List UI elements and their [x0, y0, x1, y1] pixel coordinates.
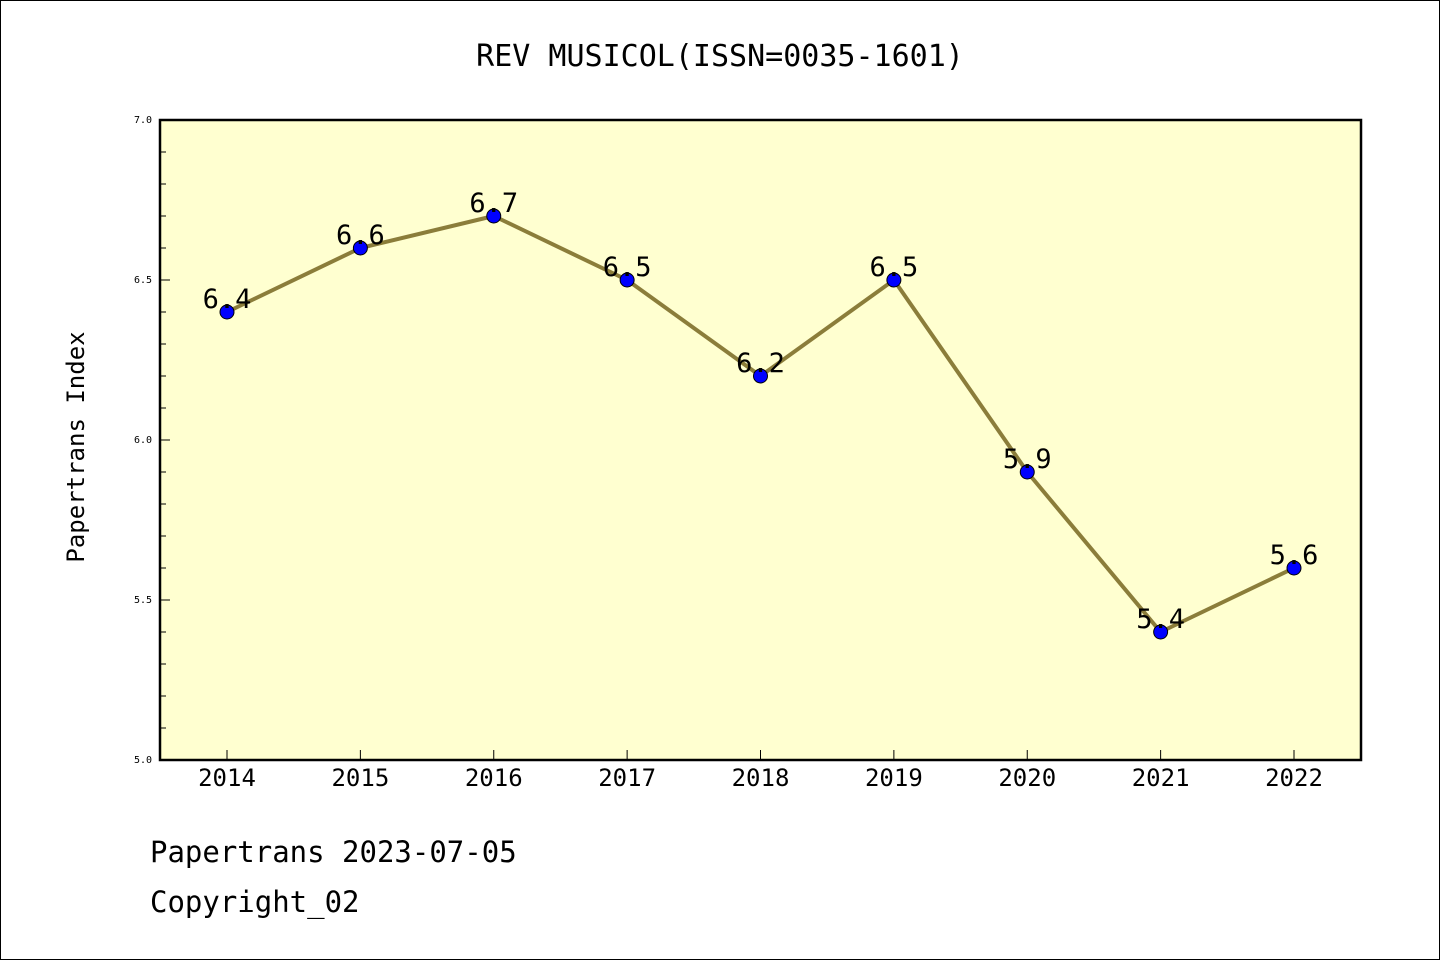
data-point	[1019, 464, 1035, 480]
x-tick-label: 2022	[1265, 764, 1323, 792]
x-tick-label: 2014	[198, 764, 256, 792]
x-tick-label: 2021	[1132, 764, 1190, 792]
chart-title: REV MUSICOL(ISSN=0035-1601)	[476, 39, 964, 74]
y-tick-label: 6.5	[134, 275, 152, 286]
y-tick-label: 5.5	[134, 595, 152, 606]
x-tick-label: 2018	[732, 764, 790, 792]
x-tick-label: 2019	[865, 764, 923, 792]
data-point	[486, 208, 502, 224]
series-group: 6.4 6.6 6.7 6.5 6.2 6.5 5.9 5.4 5.6	[203, 188, 1319, 640]
data-label: 6.2	[736, 348, 785, 379]
data-label: 6.6	[336, 220, 385, 251]
data-point	[619, 272, 635, 288]
y-tick-label: 6.0	[134, 435, 152, 446]
data-label: 6.5	[603, 252, 652, 283]
data-point	[1153, 624, 1169, 640]
x-axis: 2014 2015 2016 2017 2018 2019 2020 2021 2022	[198, 750, 1323, 792]
data-label: 6.7	[469, 188, 518, 219]
x-tick-label: 2016	[465, 764, 523, 792]
x-tick-label: 2020	[998, 764, 1056, 792]
x-tick-label: 2017	[598, 764, 656, 792]
footer-copyright: Copyright_02	[150, 885, 360, 919]
data-label: 5.6	[1270, 540, 1319, 571]
data-label: 6.5	[869, 252, 918, 283]
plot-area	[158, 118, 1363, 762]
data-label: 6.4	[203, 284, 252, 315]
data-label: 5.4	[1136, 604, 1185, 635]
x-tick-label: 2015	[331, 764, 389, 792]
data-point	[886, 272, 902, 288]
data-point	[1286, 560, 1302, 576]
y-tick-label: 5.0	[134, 755, 152, 766]
y-tick-label: 7.0	[134, 115, 152, 126]
y-axis-label: Papertrans Index	[62, 331, 90, 562]
y-axis: 5.0 5.5 6.0 6.5 7.0	[134, 115, 170, 766]
data-point	[219, 304, 235, 320]
data-point	[753, 368, 768, 384]
data-point	[352, 240, 368, 256]
data-label: 5.9	[1003, 444, 1052, 475]
footer-date-line: Papertrans 2023-07-05	[150, 835, 517, 869]
